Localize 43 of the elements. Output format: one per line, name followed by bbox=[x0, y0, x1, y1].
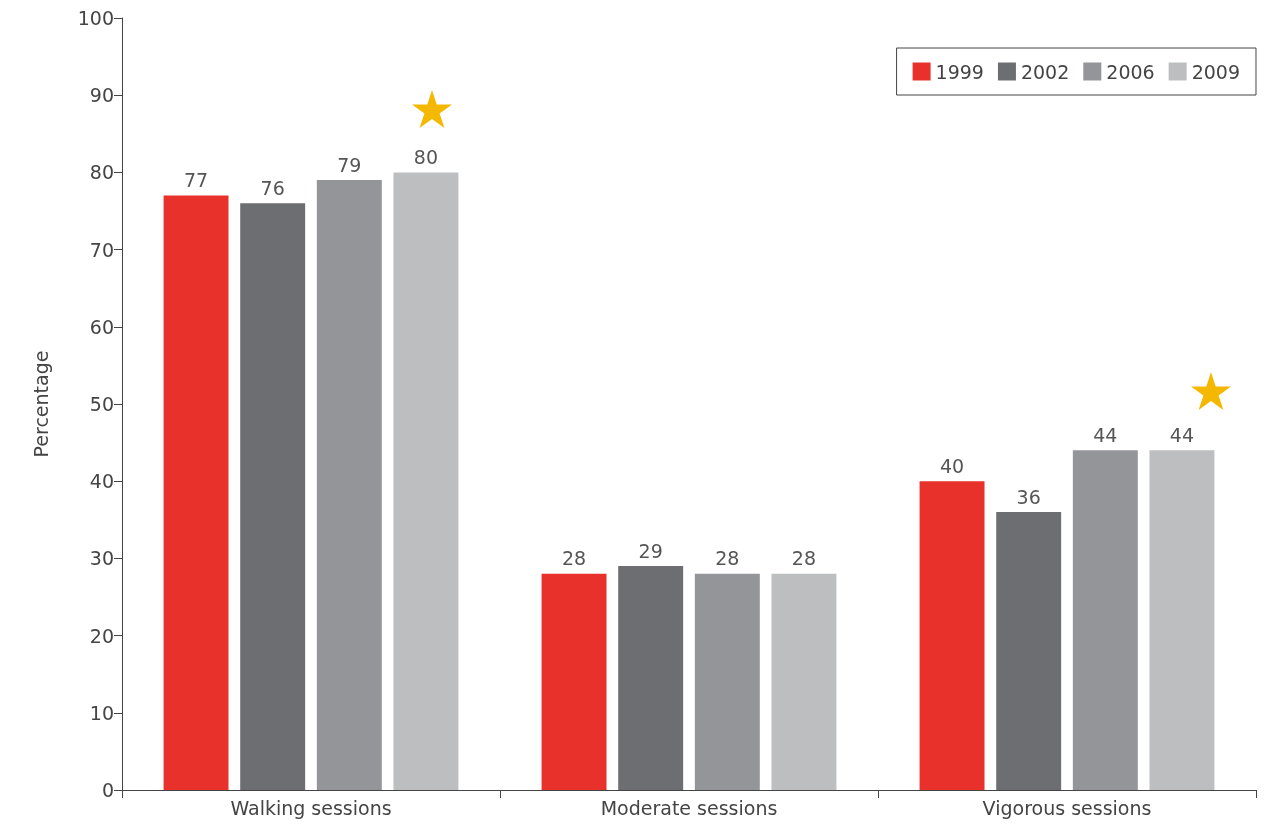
data-label: 28 bbox=[561, 547, 587, 570]
y-tick-label: 0 bbox=[101, 779, 114, 801]
data-label: 77 bbox=[183, 169, 209, 192]
legend-label: 2006 bbox=[1106, 60, 1155, 83]
data-label: 36 bbox=[1016, 485, 1041, 508]
legend-label: 2009 bbox=[1191, 60, 1241, 83]
data-label: 44 bbox=[1169, 423, 1195, 446]
bar bbox=[618, 566, 684, 790]
y-tick-label: 30 bbox=[89, 547, 114, 570]
y-tick-label: 10 bbox=[89, 701, 114, 724]
legend-label: 1999 bbox=[935, 60, 984, 83]
bar bbox=[771, 573, 837, 790]
y-tick-label: 90 bbox=[89, 84, 114, 107]
bar bbox=[541, 573, 607, 790]
data-label: 80 bbox=[413, 145, 439, 168]
data-label: 76 bbox=[260, 176, 285, 199]
data-label: 79 bbox=[337, 153, 362, 176]
bar bbox=[393, 172, 459, 790]
bar bbox=[1149, 450, 1215, 790]
bar bbox=[163, 195, 229, 790]
y-tick-label: 80 bbox=[89, 161, 114, 184]
y-tick-label: 100 bbox=[77, 7, 114, 29]
data-label: 29 bbox=[638, 539, 663, 562]
bar bbox=[694, 573, 760, 790]
bar bbox=[996, 512, 1062, 790]
data-label: 28 bbox=[715, 547, 740, 570]
data-label: 44 bbox=[1093, 423, 1118, 446]
x-tick-label: Moderate sessions bbox=[600, 796, 778, 819]
bar bbox=[919, 481, 985, 790]
y-tick-label: 50 bbox=[89, 393, 114, 415]
y-axis-title: Percentage bbox=[29, 350, 52, 458]
y-tick-label: 20 bbox=[89, 624, 114, 647]
y-tick-label: 60 bbox=[89, 315, 114, 338]
bar bbox=[240, 203, 306, 790]
x-tick-label: Vigorous sessions bbox=[982, 796, 1152, 819]
x-tick-label: Walking sessions bbox=[230, 796, 392, 819]
bar bbox=[1072, 450, 1138, 790]
data-label: 40 bbox=[939, 454, 965, 477]
y-tick-label: 70 bbox=[89, 238, 114, 261]
data-label: 28 bbox=[791, 547, 817, 570]
y-tick-label: 40 bbox=[89, 470, 114, 493]
bar bbox=[316, 180, 382, 790]
legend-label: 2002 bbox=[1020, 60, 1070, 83]
